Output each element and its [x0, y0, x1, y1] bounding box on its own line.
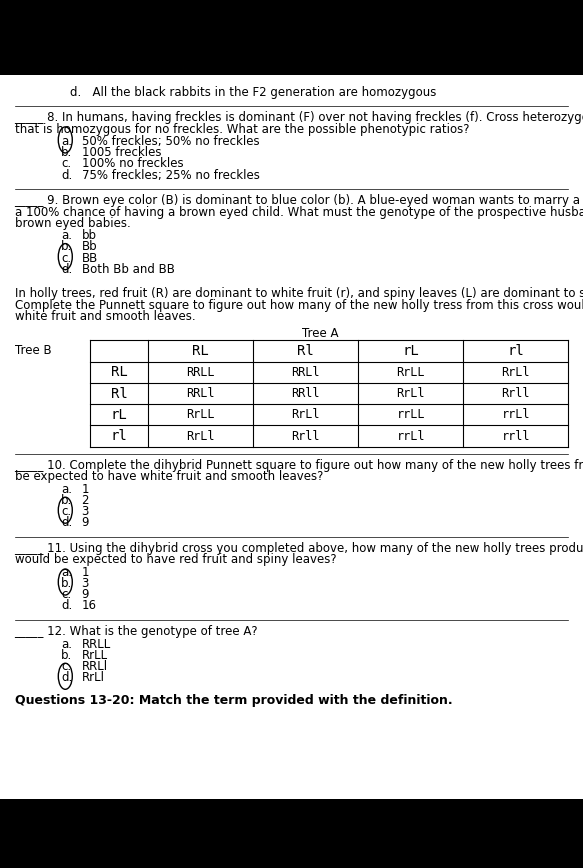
Text: a.: a. [61, 566, 72, 579]
Text: c.: c. [61, 505, 71, 518]
Text: RrLl: RrLl [396, 387, 425, 400]
Text: 3: 3 [82, 577, 89, 590]
Text: Both Bb and BB: Both Bb and BB [82, 263, 174, 276]
Text: _____ 9. Brown eye color (B) is dominant to blue color (b). A blue-eyed woman wa: _____ 9. Brown eye color (B) is dominant… [15, 194, 583, 207]
Text: 16: 16 [82, 600, 97, 613]
Text: 2: 2 [82, 494, 89, 507]
Text: 100% no freckles: 100% no freckles [82, 157, 183, 170]
Text: 9: 9 [82, 516, 89, 529]
Text: RL: RL [192, 344, 209, 358]
Text: d.: d. [61, 671, 72, 684]
Text: that is homozygous for no freckles. What are the possible phenotypic ratios?: that is homozygous for no freckles. What… [15, 122, 469, 135]
Text: rrLl: rrLl [396, 430, 425, 443]
Text: c.: c. [61, 157, 71, 170]
Text: rL: rL [111, 408, 128, 422]
Text: RrLl: RrLl [501, 365, 530, 378]
Text: d.: d. [61, 168, 72, 181]
Text: d.   All the black rabbits in the F2 generation are homozygous: d. All the black rabbits in the F2 gener… [70, 86, 436, 98]
Text: RRLL: RRLL [186, 365, 215, 378]
Text: brown eyed babies.: brown eyed babies. [15, 217, 131, 230]
Text: Rl: Rl [111, 386, 128, 400]
Text: d.: d. [61, 516, 72, 529]
Text: a.: a. [61, 135, 72, 148]
Text: RL: RL [111, 365, 128, 379]
Text: bb: bb [82, 229, 97, 242]
Text: 75% freckles; 25% no freckles: 75% freckles; 25% no freckles [82, 168, 259, 181]
Text: Rrll: Rrll [292, 430, 319, 443]
Text: _____ 8. In humans, having freckles is dominant (F) over not having freckles (f): _____ 8. In humans, having freckles is d… [15, 111, 583, 124]
Text: Rrll: Rrll [501, 387, 530, 400]
Text: a.: a. [61, 638, 72, 650]
Text: RrLL: RrLL [396, 365, 425, 378]
Text: rl: rl [111, 429, 128, 444]
Text: 1005 freckles: 1005 freckles [82, 146, 161, 159]
Text: RRLl: RRLl [186, 387, 215, 400]
Text: rl: rl [507, 344, 524, 358]
Text: b.: b. [61, 648, 72, 661]
Text: Bb: Bb [82, 240, 97, 253]
Text: RrLl: RrLl [82, 671, 104, 684]
Text: 9: 9 [82, 589, 89, 602]
Text: RrLL: RrLL [82, 648, 108, 661]
Text: 1: 1 [82, 483, 89, 496]
Text: RRLl: RRLl [292, 365, 319, 378]
Text: white fruit and smooth leaves.: white fruit and smooth leaves. [15, 310, 195, 323]
Text: rrll: rrll [501, 430, 530, 443]
Text: 3: 3 [82, 505, 89, 518]
Text: a.: a. [61, 229, 72, 242]
Text: _____ 12. What is the genotype of tree A?: _____ 12. What is the genotype of tree A… [15, 625, 258, 638]
Text: 1: 1 [82, 566, 89, 579]
Text: rL: rL [402, 344, 419, 358]
Text: a.: a. [61, 483, 72, 496]
Text: Complete the Punnett square to figure out how many of the new holly tress from t: Complete the Punnett square to figure ou… [15, 299, 583, 312]
Text: rrLL: rrLL [396, 408, 425, 421]
Text: rrLl: rrLl [501, 408, 530, 421]
Text: d.: d. [61, 263, 72, 276]
Text: BB: BB [82, 252, 98, 265]
Text: b.: b. [61, 240, 72, 253]
Text: d.: d. [61, 600, 72, 613]
Text: c.: c. [61, 252, 71, 265]
Text: c.: c. [61, 589, 71, 602]
Text: Tree B: Tree B [15, 345, 51, 358]
Text: _____ 11. Using the dihybrid cross you completed above, how many of the new holl: _____ 11. Using the dihybrid cross you c… [15, 542, 583, 556]
Text: would be expected to have red fruit and spiny leaves?: would be expected to have red fruit and … [15, 554, 336, 567]
Text: a 100% chance of having a brown eyed child. What must the genotype of the prospe: a 100% chance of having a brown eyed chi… [15, 206, 583, 219]
Text: _____ 10. Complete the dihybrid Punnett square to figure out how many of the new: _____ 10. Complete the dihybrid Punnett … [15, 459, 583, 472]
Text: 50% freckles; 50% no freckles: 50% freckles; 50% no freckles [82, 135, 259, 148]
Text: RRLl: RRLl [82, 660, 108, 673]
Text: RrLL: RrLL [186, 408, 215, 421]
Text: RrLl: RrLl [186, 430, 215, 443]
Text: RrLl: RrLl [292, 408, 319, 421]
Text: Tree A: Tree A [303, 326, 339, 339]
Text: c.: c. [61, 660, 71, 673]
Text: b.: b. [61, 146, 72, 159]
Text: In holly trees, red fruit (R) are dominant to white fruit (r), and spiny leaves : In holly trees, red fruit (R) are domina… [15, 287, 583, 300]
Text: RRLL: RRLL [82, 638, 111, 650]
Text: be expected to have white fruit and smooth leaves?: be expected to have white fruit and smoo… [15, 470, 323, 483]
Text: Rl: Rl [297, 344, 314, 358]
Text: RRll: RRll [292, 387, 319, 400]
Text: b.: b. [61, 494, 72, 507]
Text: b.: b. [61, 577, 72, 590]
Text: Questions 13-20: Match the term provided with the definition.: Questions 13-20: Match the term provided… [15, 694, 452, 707]
